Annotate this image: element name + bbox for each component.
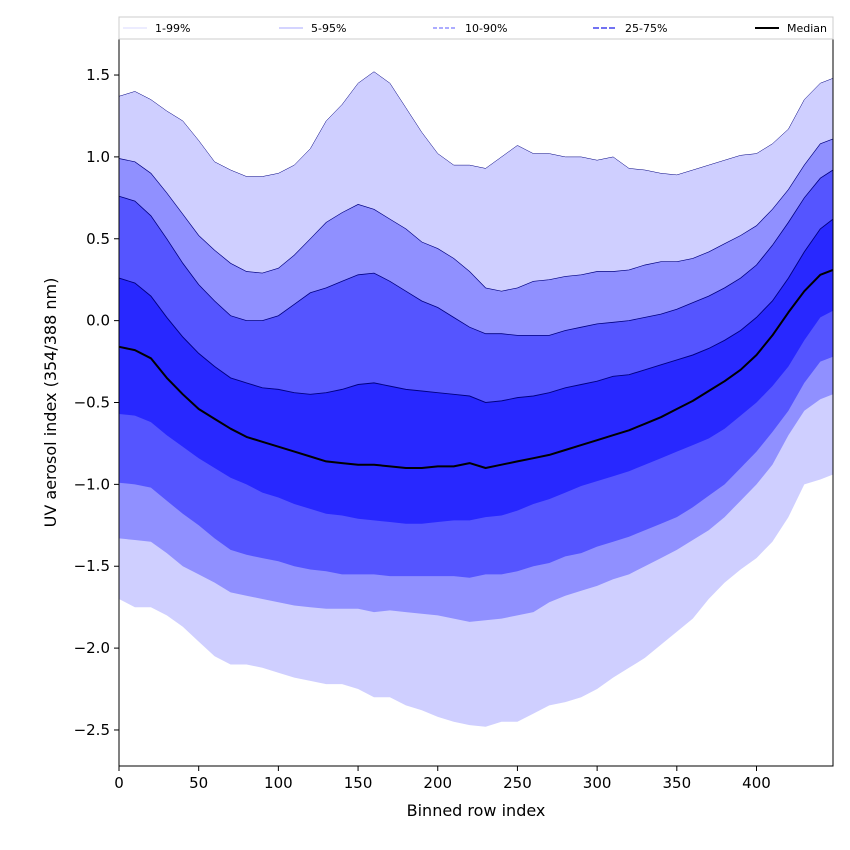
x-axis-label: Binned row index	[407, 801, 546, 820]
x-tick-label: 250	[503, 774, 532, 792]
x-tick-label: 300	[583, 774, 612, 792]
y-tick-label: −2.0	[74, 639, 110, 657]
legend-box	[118, 16, 834, 40]
band-5-95-upper-line	[118, 138, 834, 292]
legend-label: 10-90%	[465, 22, 507, 35]
x-tick-label: 100	[264, 774, 293, 792]
y-axis-label: UV aerosol index (354/388 nm)	[41, 278, 60, 528]
median-line-group	[118, 268, 834, 469]
y-tick-label: 0.0	[86, 312, 110, 330]
percentile-bands	[119, 71, 833, 727]
x-tick-label: 350	[662, 774, 691, 792]
x-axis-ticks: 0 50 100 150 200 250 300 350 400	[114, 766, 771, 792]
y-tick-label: 1.0	[86, 148, 110, 166]
y-tick-label: 0.5	[86, 230, 110, 248]
x-tick-label: 50	[189, 774, 208, 792]
band-10-90-upper-line	[118, 169, 834, 336]
band-25-75-area	[119, 219, 833, 524]
median-line	[118, 268, 834, 469]
y-tick-label: 1.5	[86, 66, 110, 84]
legend: 1-99% 5-95% 10-90% 25-75% Median	[118, 16, 834, 40]
x-tick-label: 400	[742, 774, 771, 792]
legend-label: Median	[787, 22, 827, 35]
x-tick-label: 150	[344, 774, 373, 792]
y-tick-label: −0.5	[74, 394, 110, 412]
legend-label: 5-95%	[311, 22, 346, 35]
x-tick-label: 200	[423, 774, 452, 792]
percentile-lines	[118, 71, 834, 403]
x-tick-label: 0	[114, 774, 124, 792]
band-25-75-upper-line	[118, 218, 834, 403]
band-1-99-upper-line	[118, 71, 834, 177]
y-tick-label: −2.5	[74, 721, 110, 739]
y-tick-label: −1.5	[74, 557, 110, 575]
y-tick-label: −1.0	[74, 475, 110, 493]
y-axis-ticks: −2.5 −2.0 −1.5 −1.0 −0.5 0.0 0.5 1.0 1.5	[74, 66, 119, 739]
legend-label: 1-99%	[155, 22, 190, 35]
legend-label: 25-75%	[625, 22, 667, 35]
